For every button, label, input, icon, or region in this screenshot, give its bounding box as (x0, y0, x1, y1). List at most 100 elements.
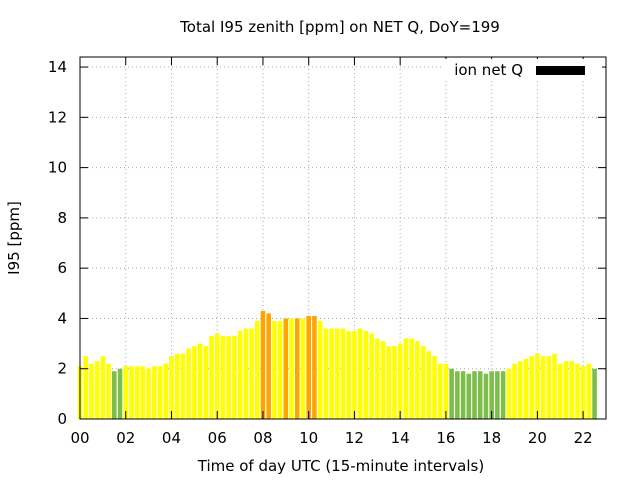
bar (477, 371, 483, 419)
bar (146, 368, 151, 419)
gridlines (80, 57, 606, 419)
bar (100, 356, 106, 419)
bar (123, 366, 129, 419)
bar (415, 341, 420, 419)
chart-title: Total I95 zenith [ppm] on NET Q, DoY=199 (179, 18, 500, 36)
y-tick-label: 8 (57, 209, 67, 227)
bar (232, 336, 237, 419)
bar (272, 320, 277, 419)
x-tick-label: 14 (391, 429, 410, 447)
bar (517, 361, 523, 419)
bar (426, 351, 432, 420)
bar (443, 363, 449, 419)
bar (495, 371, 500, 419)
bar (575, 363, 580, 419)
bar (300, 318, 306, 419)
bar (340, 328, 346, 419)
bar (489, 371, 494, 419)
bar (535, 353, 540, 419)
bar (140, 366, 146, 419)
bar (529, 356, 534, 419)
bar (117, 368, 123, 419)
x-tick-label: 16 (436, 429, 455, 447)
bar (237, 331, 243, 419)
bar (483, 373, 489, 419)
bar (500, 371, 506, 419)
bar (197, 343, 203, 419)
bar (209, 336, 214, 419)
bar (260, 310, 266, 419)
bar (512, 363, 517, 419)
bar (432, 356, 437, 419)
x-tick-label: 04 (162, 429, 181, 447)
bar (294, 318, 300, 419)
bar (317, 320, 323, 419)
bar (289, 318, 294, 419)
bar (83, 356, 88, 419)
bar (157, 366, 163, 419)
bar (546, 356, 552, 419)
bar (540, 356, 546, 419)
bar (466, 373, 472, 419)
bar (392, 346, 397, 419)
bar (89, 363, 94, 419)
y-tick-label: 0 (57, 410, 67, 428)
bar (335, 328, 340, 419)
bar (352, 331, 357, 419)
bar (369, 333, 374, 419)
y-tick-label: 2 (57, 360, 67, 378)
x-tick-label: 18 (482, 429, 501, 447)
bar (277, 320, 283, 419)
bar (375, 338, 380, 419)
bar (192, 346, 197, 419)
x-tick-label: 22 (574, 429, 593, 447)
bar (169, 356, 174, 419)
bar (557, 363, 563, 419)
x-tick-label: 10 (299, 429, 318, 447)
bar (357, 328, 363, 419)
bar (186, 348, 191, 419)
bars (77, 310, 597, 420)
bar (203, 346, 209, 419)
bar (386, 346, 392, 419)
x-tick-label: 20 (528, 429, 547, 447)
bar (283, 318, 289, 419)
bar (586, 363, 592, 419)
bar (174, 353, 180, 419)
bar (152, 366, 157, 419)
bar (346, 331, 351, 419)
bar (523, 358, 529, 419)
bar (134, 366, 140, 419)
bar (312, 315, 317, 419)
bar (254, 320, 260, 419)
bar (460, 371, 466, 419)
x-axis-label: Time of day UTC (15-minute intervals) (197, 457, 484, 475)
x-tick-label: 00 (70, 429, 89, 447)
x-tick-label: 02 (116, 429, 135, 447)
x-tick-label: 08 (253, 429, 272, 447)
bar (329, 328, 334, 419)
plot-frame (79, 56, 607, 420)
y-tick-label: 10 (48, 159, 67, 177)
bar (323, 328, 329, 419)
y-axis-label: I95 [ppm] (5, 201, 23, 275)
bar (363, 331, 369, 419)
y-tick-label: 12 (48, 108, 67, 126)
bar (420, 346, 426, 419)
x-tick-label: 12 (345, 429, 364, 447)
legend-swatch (536, 66, 585, 75)
bar (380, 341, 386, 419)
bar (409, 338, 414, 419)
bar (266, 313, 271, 419)
bar (214, 333, 220, 419)
y-tick-label: 14 (48, 58, 67, 76)
legend-label: ion net Q (454, 61, 523, 79)
bar (106, 363, 111, 419)
bar (306, 315, 311, 419)
bar (403, 338, 409, 419)
y-tick-label: 6 (57, 259, 67, 277)
bar (569, 361, 574, 419)
legend: ion net Q (442, 59, 602, 81)
